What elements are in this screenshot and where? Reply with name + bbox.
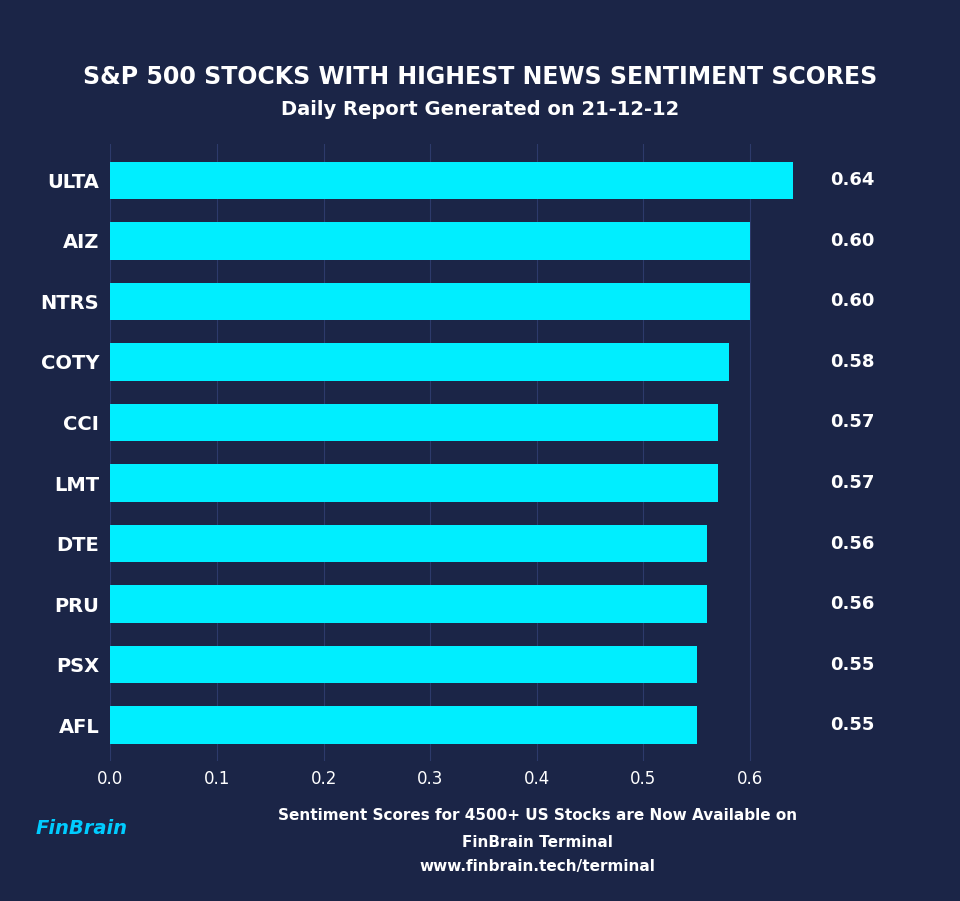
Bar (110, 161, 793, 199)
Text: 0.60: 0.60 (829, 293, 875, 311)
Text: Daily Report Generated on 21-12-12: Daily Report Generated on 21-12-12 (281, 100, 679, 120)
Text: Sentiment Scores for 4500+ US Stocks are Now Available on: Sentiment Scores for 4500+ US Stocks are… (278, 808, 797, 823)
Bar (110, 343, 729, 381)
Text: 0.55: 0.55 (829, 656, 875, 674)
Bar (110, 646, 697, 683)
Bar (110, 283, 750, 320)
Text: 0.56: 0.56 (829, 534, 875, 552)
Text: 0.55: 0.55 (829, 716, 875, 734)
Bar (110, 464, 718, 502)
Bar (110, 404, 718, 441)
Bar (110, 223, 750, 259)
Bar (110, 524, 708, 562)
Text: 0.64: 0.64 (829, 171, 875, 189)
Text: www.finbrain.tech/terminal: www.finbrain.tech/terminal (420, 860, 656, 874)
Text: 0.57: 0.57 (829, 474, 875, 492)
Text: 0.56: 0.56 (829, 595, 875, 613)
Text: FinBrain: FinBrain (36, 819, 128, 839)
Text: 0.60: 0.60 (829, 232, 875, 250)
Text: 0.58: 0.58 (829, 353, 875, 371)
Text: S&P 500 STOCKS WITH HIGHEST NEWS SENTIMENT SCORES: S&P 500 STOCKS WITH HIGHEST NEWS SENTIME… (83, 65, 877, 88)
Text: 0.57: 0.57 (829, 414, 875, 432)
Bar (110, 706, 697, 744)
Text: FinBrain Terminal: FinBrain Terminal (462, 835, 613, 850)
Bar (110, 586, 708, 623)
